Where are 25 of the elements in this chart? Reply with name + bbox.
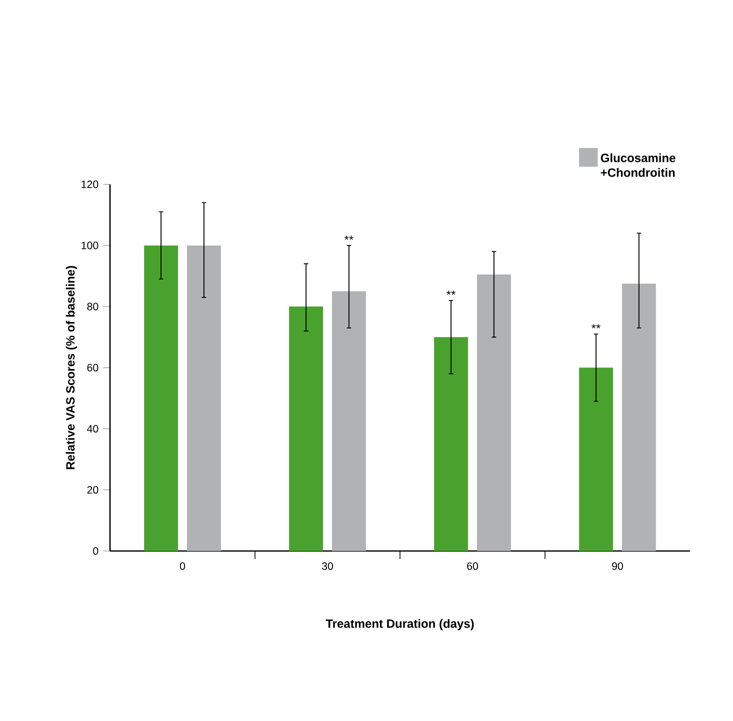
y-tick-label: 80 <box>87 302 98 310</box>
bar <box>434 337 468 551</box>
y-tick-label: 100 <box>82 242 98 250</box>
bar <box>144 245 178 551</box>
x-tick-label: 30 <box>322 562 334 570</box>
y-tick-label: 20 <box>87 486 98 494</box>
x-tick-label: 60 <box>467 562 478 570</box>
y-tick-label: 120 <box>82 180 98 188</box>
y-tick-label: 0 <box>93 547 98 555</box>
x-tick-label: 0 <box>180 562 186 570</box>
bar <box>332 291 366 551</box>
bar <box>289 306 323 551</box>
bar <box>622 284 656 551</box>
annotation: ** <box>344 236 354 240</box>
annotation: ** <box>592 324 601 328</box>
bar <box>476 274 511 551</box>
y-tick-label: 40 <box>87 424 98 433</box>
bar <box>186 245 221 551</box>
annotation: ** <box>446 290 456 295</box>
x-tick-label: 90 <box>612 562 624 570</box>
legend-label: Glucosamine +Chondroitin <box>600 153 676 177</box>
x-axis-title: Treatment Duration (days) <box>326 619 474 630</box>
y-tick-label: 60 <box>87 364 98 372</box>
y-axis-title: Relative VAS Scores (% of baseline) <box>66 266 78 470</box>
bar <box>579 368 613 551</box>
